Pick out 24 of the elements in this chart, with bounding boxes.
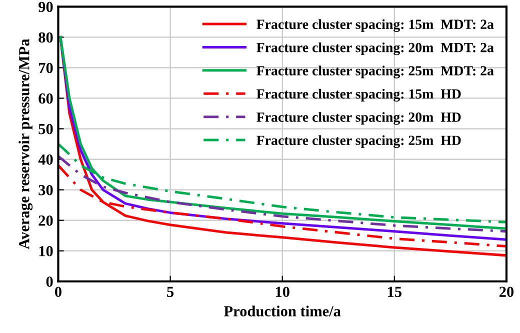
x-tick-label: 5 [167, 286, 174, 297]
legend-label: Fracture cluster spacing: 25m HD [256, 135, 461, 148]
y-tick-label: 0 [46, 276, 53, 287]
y-tick-label: 90 [38, 2, 53, 12]
legend-label: Fracture cluster spacing: 20m MDT: 2a [256, 42, 494, 56]
legend-label: Fracture cluster spacing: 25m MDT: 2a [256, 66, 494, 78]
y-tick-label: 40 [38, 154, 53, 165]
y-tick-label: 20 [38, 215, 53, 226]
x-axis-title: Production time/a [224, 306, 341, 316]
y-tick-label: 10 [39, 246, 53, 256]
y-tick-label: 50 [38, 124, 53, 134]
x-tick-label: 0 [55, 286, 62, 297]
y-axis-title: Average reservoir pressure/MPa [18, 38, 33, 250]
line-series [58, 154, 506, 233]
x-tick-label: 15 [388, 286, 402, 297]
legend-label: Fracture cluster spacing: 20m HD [256, 112, 461, 125]
y-tick-label: 30 [38, 184, 53, 196]
x-tick-label: 20 [499, 286, 514, 297]
y-tick-label: 80 [38, 32, 53, 43]
x-tick-label: 10 [276, 286, 290, 297]
legend-label: Fracture cluster spacing: 15m HD [256, 88, 461, 102]
legend-label: Fracture cluster spacing: 15m MDT: 2a [256, 19, 494, 32]
y-tick-label: 60 [38, 93, 53, 104]
y-tick-label: 70 [38, 62, 53, 74]
